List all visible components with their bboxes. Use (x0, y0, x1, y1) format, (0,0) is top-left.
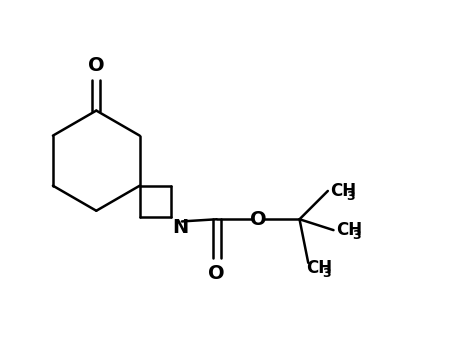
Text: 3: 3 (352, 229, 361, 242)
Text: CH: CH (336, 221, 362, 239)
Text: 3: 3 (323, 267, 331, 280)
Text: CH: CH (306, 259, 332, 277)
Text: O: O (250, 210, 267, 229)
Text: CH: CH (330, 182, 356, 200)
Text: N: N (172, 218, 188, 238)
Text: 3: 3 (347, 190, 355, 202)
Text: O: O (209, 264, 225, 283)
Text: O: O (88, 56, 105, 75)
